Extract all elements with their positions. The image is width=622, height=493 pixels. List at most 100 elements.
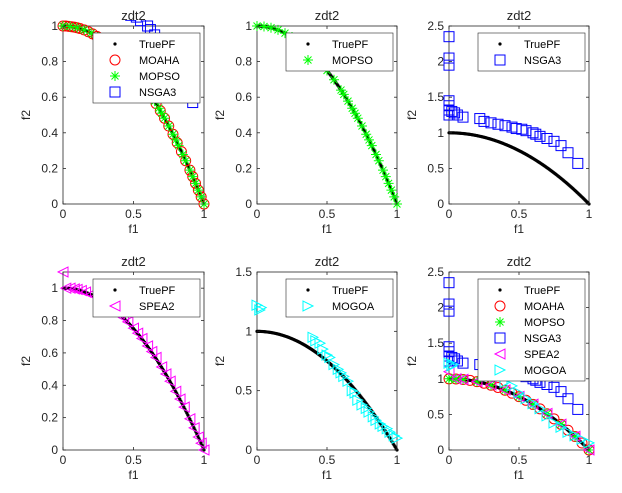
mopso-point — [451, 374, 461, 385]
legend: TruePF MOAHA MOPSO NSGA3 — [92, 32, 201, 104]
spea2-point — [554, 418, 567, 430]
y-tick-label: 0.2 — [41, 411, 58, 425]
spea2-point — [188, 422, 200, 434]
x-tick-label: 1 — [201, 453, 208, 467]
series-truepf — [447, 131, 591, 206]
x-tick-label: 0.5 — [319, 453, 336, 467]
mopso-point — [167, 129, 178, 140]
mogoa-point — [548, 417, 561, 429]
mopso-point — [361, 129, 372, 140]
mogoa-point — [555, 421, 568, 434]
nsga3-point — [555, 386, 567, 398]
legend-marker-mogoa — [494, 364, 507, 376]
y-tick-label: 0.5 — [235, 384, 252, 398]
mopso-point — [528, 399, 538, 410]
y-tick-label: 0.6 — [41, 90, 58, 104]
nsga3-point — [527, 127, 539, 139]
mopso-point — [180, 155, 191, 166]
mopso-point — [329, 74, 339, 85]
x-axis-label: f1 — [514, 468, 524, 482]
nsga3-point — [443, 52, 455, 64]
legend-entry-spea2: SPEA2 — [524, 349, 559, 361]
y-tick-label: 0.4 — [235, 126, 252, 140]
mopso-point — [79, 24, 90, 35]
mogoa-point — [317, 343, 329, 355]
legend: TruePF MOPSO — [285, 32, 394, 72]
nsga3-point — [548, 381, 560, 393]
legend-entry-truepf: TruePF — [332, 285, 369, 297]
nsga3-point — [572, 157, 584, 169]
mopso-point — [386, 185, 397, 196]
mogoa-point — [321, 349, 334, 361]
spea2-point — [456, 373, 469, 386]
x-tick-label: 0.5 — [319, 207, 336, 221]
x-tick-label: 1 — [394, 453, 401, 467]
mopso-point — [163, 121, 174, 132]
mopso-point — [65, 21, 76, 32]
y-tick-label: 1 — [245, 19, 252, 33]
x-tick-label: 1 — [201, 207, 208, 221]
legend-entry-mogoa: MOGOA — [524, 365, 567, 377]
x-tick-label: 0 — [254, 207, 261, 221]
nsga3-point — [130, 20, 142, 23]
mopso-point — [177, 149, 188, 160]
nsga3-point — [534, 130, 546, 142]
subplot-1: 0 0.5 1 0 0.2 0.4 0.6 0.8 1 zdt2 f1 f2 TruePF MOAHA MO… — [19, 0, 210, 236]
mopso-point — [343, 96, 353, 107]
legend-entry-mogoa: MOGOA — [332, 301, 375, 313]
legend-marker-mopso — [303, 55, 313, 65]
legend-marker-truepf — [498, 288, 502, 292]
mopso-point — [153, 103, 164, 114]
spea2-point — [173, 393, 186, 405]
mopso-point — [350, 108, 360, 119]
chart-title: zdt2 — [507, 8, 532, 23]
mopso-point — [472, 376, 482, 387]
legend-marker-moaha — [494, 300, 506, 312]
mogoa-point — [307, 331, 320, 344]
chart-title: zdt2 — [121, 8, 146, 23]
mopso-point — [514, 391, 524, 402]
y-tick-label: 0.4 — [41, 378, 58, 392]
y-tick-label: 1 — [51, 281, 58, 295]
y-tick-label: 0.8 — [41, 314, 58, 328]
legend-marker-spea2 — [108, 300, 121, 312]
mopso-point — [266, 22, 276, 33]
legend-entry-truepf: TruePF — [139, 39, 176, 51]
spea2-point — [141, 340, 154, 352]
x-tick-label: 0.5 — [511, 207, 528, 221]
mopso-point — [187, 171, 198, 182]
mogoa-point — [342, 375, 355, 387]
legend-entry-nsga3: NSGA3 — [524, 333, 561, 345]
mogoa-point — [352, 394, 364, 406]
spea2-point — [121, 316, 134, 328]
nsga3-point — [443, 298, 455, 310]
legend-box — [92, 32, 201, 104]
nsga3-point — [530, 128, 542, 140]
mopso-point — [371, 149, 381, 160]
mogoa-point — [384, 426, 397, 439]
mogoa-point — [447, 358, 460, 371]
mopso-point — [170, 134, 181, 145]
data-layer — [443, 277, 595, 456]
x-axis-label: f1 — [128, 468, 138, 482]
nsga3-point — [457, 357, 469, 369]
spea2-point — [512, 390, 525, 403]
y-tick-label: 0 — [437, 197, 444, 211]
y-tick-label: 0.8 — [235, 55, 252, 69]
data-layer — [251, 299, 403, 452]
moaha-point — [171, 137, 183, 149]
mopso-point — [380, 171, 391, 182]
y-tick-label: 0.2 — [41, 161, 58, 175]
spea2-point — [449, 372, 462, 385]
x-tick-label: 1 — [394, 207, 401, 221]
legend-marker-nsga3 — [109, 86, 121, 98]
legend-box — [92, 278, 201, 318]
spea2-point — [159, 368, 172, 380]
nsga3-point — [451, 109, 463, 121]
mogoa-point — [569, 429, 582, 442]
x-tick-label: 0 — [446, 207, 453, 221]
nsga3-point — [93, 0, 103, 3]
y-tick-label: 2.5 — [427, 265, 444, 279]
y-tick-label: 0.5 — [427, 161, 444, 175]
mogoa-point — [388, 429, 401, 442]
